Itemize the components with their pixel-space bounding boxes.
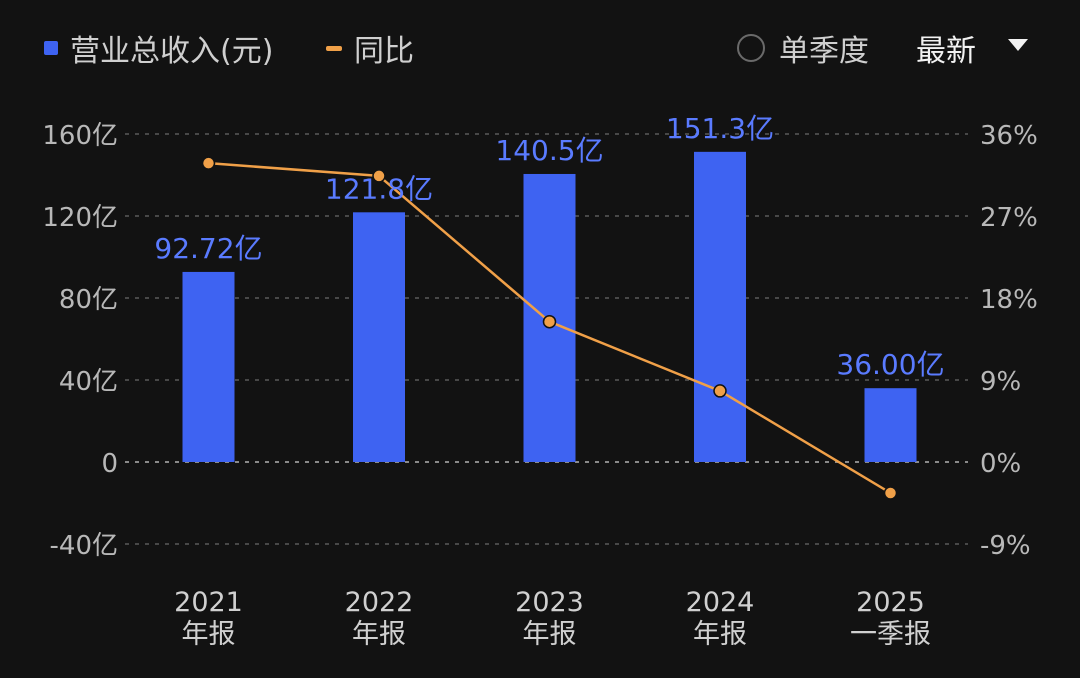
single-quarter-label: 单季度 — [779, 34, 869, 69]
single-quarter-toggle[interactable]: 单季度 — [737, 28, 869, 69]
bar-data-label: 151.3亿 — [666, 112, 774, 145]
bar-data-label: 36.00亿 — [836, 348, 944, 381]
y-right-tick-label: 0% — [980, 449, 1021, 479]
y-left-tick-label: 40亿 — [59, 367, 118, 397]
yoy-point — [883, 486, 898, 500]
period-dropdown[interactable]: 最新 — [916, 28, 1028, 69]
y-right-tick-label: -9% — [980, 531, 1031, 561]
bar — [353, 212, 405, 462]
x-tick-label: 2021 — [174, 587, 243, 618]
x-tick-label: 2024 — [686, 587, 755, 618]
legend-bar: 营业总收入(元) 同比 单季度 最新 — [0, 0, 1080, 96]
yoy-point — [372, 169, 386, 183]
y-left-tick-label: -40亿 — [50, 531, 118, 561]
y-left-tick-label: 80亿 — [59, 285, 118, 315]
yoy-point — [713, 384, 727, 398]
legend-revenue-label: 营业总收入(元) — [70, 34, 274, 69]
bar-data-label: 140.5亿 — [495, 134, 603, 167]
bar — [694, 151, 746, 462]
bar — [864, 388, 917, 462]
y-left-tick-label: 0 — [101, 449, 118, 479]
x-tick-sublabel: 一季报 — [850, 619, 931, 650]
yoy-point — [201, 156, 216, 170]
y-left-tick-label: 120亿 — [42, 203, 118, 233]
x-tick-sublabel: 年报 — [352, 619, 406, 650]
yoy-point — [542, 314, 557, 329]
bar — [182, 271, 235, 462]
x-tick-sublabel: 年报 — [182, 619, 236, 650]
x-tick-label: 2022 — [345, 587, 414, 618]
dropdown-arrow-icon — [1008, 39, 1028, 51]
yoy-swatch-icon — [326, 45, 342, 51]
legend-yoy[interactable]: 同比 — [326, 28, 414, 69]
y-right-tick-label: 36% — [980, 121, 1038, 151]
y-left-tick-label: 160亿 — [42, 121, 118, 151]
legend-yoy-label: 同比 — [354, 34, 414, 69]
legend-revenue[interactable]: 营业总收入(元) — [44, 28, 274, 69]
x-tick-label: 2023 — [515, 587, 584, 618]
radio-circle-icon[interactable] — [737, 34, 765, 62]
bar-data-label: 92.72亿 — [154, 232, 262, 265]
y-right-tick-label: 18% — [980, 285, 1038, 315]
x-tick-sublabel: 年报 — [523, 619, 577, 650]
y-right-tick-label: 9% — [980, 367, 1021, 397]
y-right-tick-label: 27% — [980, 203, 1038, 233]
revenue-swatch-icon — [44, 41, 58, 55]
x-tick-sublabel: 年报 — [693, 619, 747, 650]
period-dropdown-label: 最新 — [916, 34, 976, 69]
x-tick-label: 2025 — [856, 587, 925, 618]
